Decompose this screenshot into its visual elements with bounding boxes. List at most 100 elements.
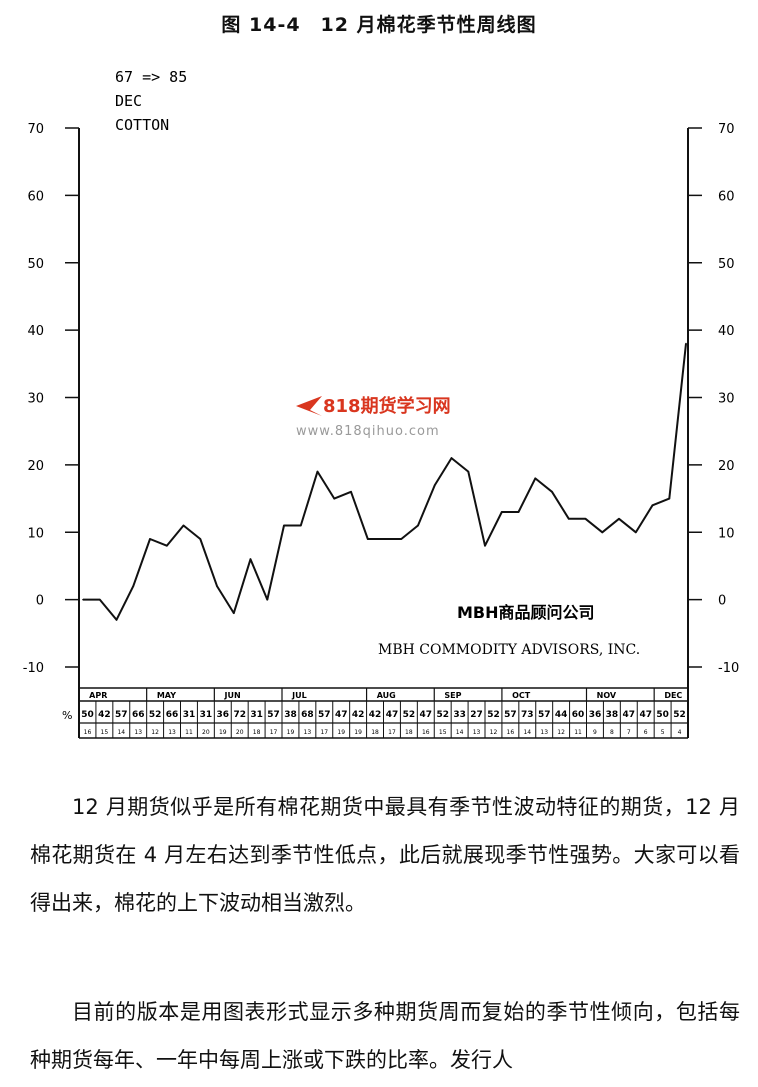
- month-label: JUL: [291, 691, 307, 700]
- series-line: [82, 342, 687, 621]
- y-tick-label-right: -10: [718, 661, 739, 676]
- week-percent: 33: [453, 710, 466, 720]
- series-point: [82, 598, 84, 601]
- month-label: SEP: [444, 691, 461, 700]
- week-percent: 47: [335, 710, 348, 720]
- series-point: [316, 470, 319, 473]
- y-tick-label-right: 40: [718, 324, 735, 339]
- series-point: [601, 531, 604, 534]
- body-paragraph-2: 目前的版本是用图表形式显示多种期货周而复始的季节性倾向，包括每种期货每年、一年中…: [30, 1000, 740, 1072]
- watermark-brand: 818期货学习网: [323, 395, 451, 417]
- week-count: 11: [185, 729, 193, 736]
- month-label: DEC: [664, 691, 682, 700]
- series-point: [149, 538, 151, 540]
- week-percent: 57: [115, 710, 128, 720]
- week-percent: 42: [369, 710, 382, 720]
- week-percent: 38: [606, 710, 619, 720]
- week-percent: 47: [639, 710, 652, 720]
- series-point: [165, 544, 168, 547]
- chart-axes: [78, 128, 689, 738]
- series-point: [668, 497, 671, 500]
- week-percent: 57: [318, 710, 331, 720]
- week-percent: 31: [200, 710, 213, 720]
- week-percent: 38: [284, 710, 297, 720]
- week-percent: 73: [521, 710, 534, 720]
- week-percent: 52: [436, 710, 449, 720]
- series-point: [634, 531, 637, 534]
- y-tick-label-right: 60: [718, 189, 735, 204]
- month-label: OCT: [512, 691, 531, 700]
- week-count: 15: [101, 729, 109, 736]
- y-tick-label-left: 20: [27, 459, 44, 474]
- y-tick-label-left: 10: [27, 526, 44, 541]
- chart-header: 67 => 85 DEC COTTON: [115, 68, 187, 134]
- week-count: 19: [354, 729, 362, 736]
- y-tick-label-left: 70: [27, 122, 44, 137]
- week-count: 5: [661, 729, 665, 736]
- table-row-label: %: [62, 709, 72, 722]
- week-count: 13: [473, 729, 481, 736]
- month-label: MAY: [157, 691, 176, 700]
- series-point: [98, 598, 101, 601]
- week-count: 12: [557, 729, 565, 736]
- series-point: [350, 491, 352, 493]
- annotation-en: MBH COMMODITY ADVISORS, INC.: [378, 642, 640, 658]
- y-tick-label-left: 50: [27, 257, 44, 272]
- week-count: 18: [371, 729, 379, 736]
- week-percent: 68: [301, 710, 314, 720]
- week-count: 13: [304, 729, 312, 736]
- week-count: 13: [168, 729, 176, 736]
- series-point: [685, 342, 687, 345]
- week-percent: 66: [132, 710, 145, 720]
- month-label: NOV: [597, 691, 617, 700]
- week-percent: 47: [386, 710, 399, 720]
- week-percent: 66: [166, 710, 179, 720]
- week-count: 14: [456, 729, 464, 736]
- week-percent: 52: [673, 710, 686, 720]
- week-count: 13: [134, 729, 142, 736]
- series-point: [450, 457, 453, 459]
- series-point: [500, 511, 503, 513]
- week-percent: 31: [250, 710, 263, 720]
- series-point: [400, 538, 403, 540]
- y-tick-label-right: 20: [718, 459, 735, 474]
- week-count: 9: [593, 729, 597, 736]
- week-percent: 57: [267, 710, 280, 720]
- week-count: 7: [627, 729, 631, 736]
- series-point: [567, 517, 570, 520]
- week-percent: 50: [656, 710, 669, 720]
- y-tick-label-left: -10: [23, 661, 44, 676]
- week-count: 17: [270, 729, 278, 736]
- y-tick-label-right: 50: [718, 257, 735, 272]
- week-percent: 52: [487, 710, 500, 720]
- series-point: [551, 491, 553, 493]
- week-percent: 44: [555, 710, 568, 720]
- series-point: [417, 524, 419, 527]
- week-count: 19: [219, 729, 227, 736]
- y-tick-label-right: 70: [718, 122, 735, 137]
- y-axis-right: 70 60 50 40 30 20 10 0 -10: [688, 122, 739, 676]
- week-count: 11: [574, 729, 582, 736]
- week-percent: 57: [504, 710, 517, 720]
- week-count: 19: [337, 729, 345, 736]
- series-point: [366, 538, 369, 540]
- week-count: 18: [405, 729, 413, 736]
- y-tick-label-right: 30: [718, 392, 735, 407]
- series-point: [132, 585, 135, 587]
- series-point: [651, 504, 654, 507]
- y-tick-label-right: 10: [718, 526, 735, 541]
- series-point: [333, 497, 336, 500]
- week-percent: 27: [470, 710, 483, 720]
- week-count: 4: [678, 729, 682, 736]
- series-point: [199, 538, 202, 540]
- week-count: 16: [84, 729, 92, 736]
- y-tick-label-left: 60: [27, 189, 44, 204]
- week-count: 14: [117, 729, 125, 736]
- watermark-logo-icon: [296, 396, 322, 416]
- week-count: 16: [422, 729, 430, 736]
- week-percent: 47: [623, 710, 636, 720]
- body-paragraph-1: 12 月期货似乎是所有棉花期货中最具有季节性波动特征的期货，12 月棉花期货在 …: [30, 795, 740, 915]
- week-percent: 52: [403, 710, 416, 720]
- y-tick-label-right: 0: [718, 594, 726, 609]
